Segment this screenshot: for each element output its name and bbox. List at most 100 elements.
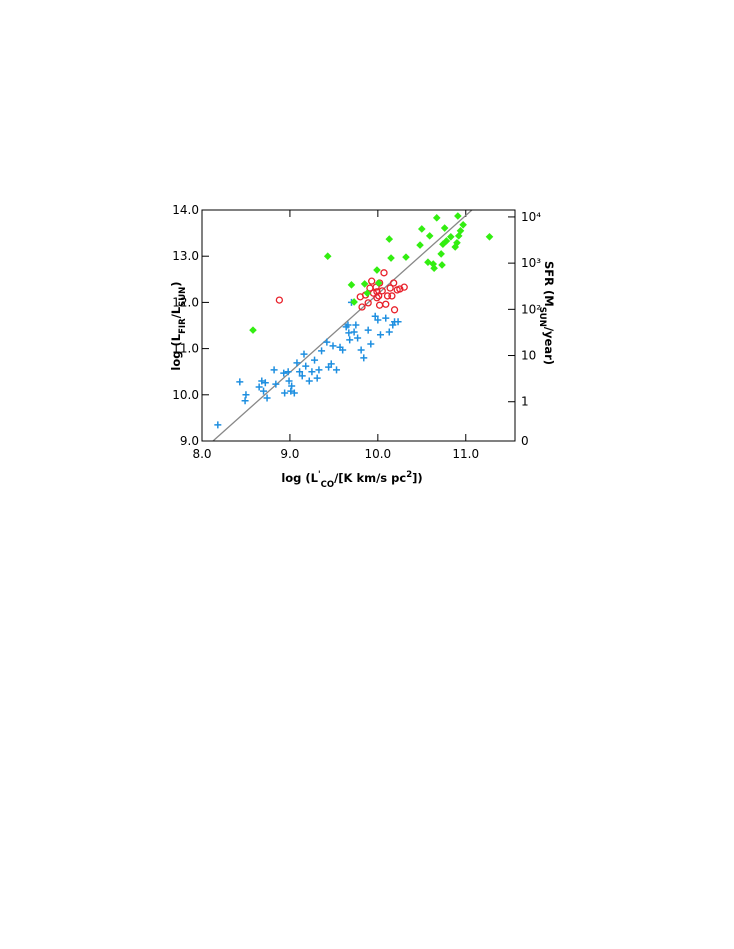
point [360,280,369,288]
point [383,292,392,300]
point [290,389,298,397]
y2-tick-label: 10³ [521,256,541,270]
point [345,329,353,337]
point [368,277,376,285]
y2label-part: SUN [537,307,547,327]
point [241,397,249,405]
point [323,252,332,260]
point [352,321,360,329]
point [350,328,358,336]
point [367,340,375,348]
point [451,243,460,251]
point [300,350,308,358]
point [339,346,347,354]
ylabel-part: SUN [178,287,188,307]
point [347,281,356,289]
point [375,301,384,309]
point [453,239,461,247]
point [236,378,244,386]
point [429,260,438,268]
point [386,284,394,292]
point [287,387,295,395]
point [390,306,399,314]
point [327,360,335,368]
point [344,321,352,329]
point [371,312,379,320]
point [285,377,293,385]
point [302,362,310,370]
point [459,220,467,229]
point [456,226,465,235]
point [288,382,296,390]
point [485,232,494,241]
point [396,285,404,293]
point [402,253,410,261]
y2-tick-label: 0 [521,434,529,448]
point [260,387,268,395]
point [439,240,447,248]
point [430,264,438,273]
x-tick-label: 10.0 [364,447,391,461]
point [373,266,381,274]
point [293,359,301,367]
y2-tick-label: 10 [521,349,536,363]
point [382,314,390,322]
point [255,383,263,391]
point [394,318,402,326]
ylabel-part: log (L [169,333,183,370]
point [364,299,372,307]
y2-tick-label: 10⁴ [521,210,541,224]
x-tick-label: 8.0 [192,447,211,461]
point [385,328,393,336]
point [308,368,316,376]
point [272,380,280,388]
point [447,232,455,241]
point [424,258,432,267]
point [249,326,257,334]
point [313,374,321,382]
point [318,347,326,355]
point [437,250,445,258]
point [315,366,323,374]
y2label-part: /year) [542,327,556,365]
point [380,269,388,277]
y2-tick-label: 10² [521,302,541,316]
point [374,279,383,287]
point [438,261,446,269]
point [284,368,292,376]
point [388,292,396,300]
y2label: SFR (MSUN/year) [537,261,556,365]
point [416,241,424,249]
point [385,235,394,243]
point [360,354,368,362]
point [432,214,441,222]
point [296,368,304,376]
point [375,292,383,300]
y-tick-label: 13.0 [172,249,199,263]
point [374,316,382,324]
y2-tick-label: 1 [521,395,529,409]
point [364,326,372,334]
point [346,336,354,344]
x-tick-label: 9.0 [280,447,299,461]
fit-line [212,209,473,442]
ylabel: log (LFIR/LSUN) [169,281,188,370]
xlabel-part: /[K km/s pc [334,471,406,485]
point [418,225,426,233]
point [400,283,408,291]
point [350,298,358,306]
ylabel-part: ) [169,281,183,286]
point [440,224,449,232]
point [275,296,284,304]
x-tick-label: 11.0 [452,447,479,461]
y-tick-label: 14.0 [172,203,199,217]
point [242,391,250,399]
ylabel-part: FIR [178,318,188,334]
point [270,366,278,374]
point [376,331,384,339]
point [305,377,313,385]
point [311,356,319,364]
point [258,377,266,385]
point [261,379,269,387]
xlabel-part: ' [318,470,321,480]
